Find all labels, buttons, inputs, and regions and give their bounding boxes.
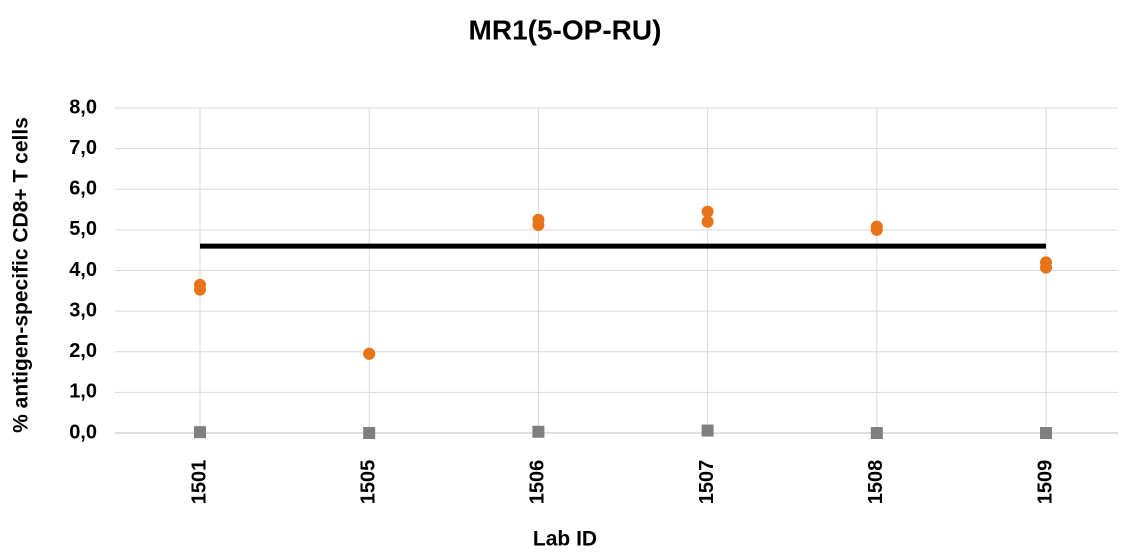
y-tick-label: 6,0 — [69, 178, 97, 200]
y-tick-label: 5,0 — [69, 218, 97, 240]
square-marker — [701, 424, 714, 437]
dot-marker — [701, 205, 714, 218]
y-axis-label: % antigen-specific CD8+ T cells — [10, 117, 33, 433]
square-marker — [532, 425, 545, 438]
y-tick-label: 7,0 — [69, 137, 97, 159]
dot-marker — [1040, 261, 1052, 274]
y-tick-label: 8,0 — [69, 96, 97, 118]
x-tick-label: 1508 — [865, 460, 887, 505]
y-tick-label: 0,0 — [69, 421, 97, 443]
dot-marker — [701, 215, 714, 228]
y-tick-label: 2,0 — [69, 340, 97, 362]
square-marker — [1040, 427, 1052, 439]
x-axis-label: Lab ID — [533, 528, 597, 551]
x-tick-label: 1501 — [188, 460, 210, 505]
x-tick-label: 1506 — [527, 460, 549, 505]
y-tick-label: 1,0 — [69, 381, 97, 403]
dot-marker — [194, 283, 206, 296]
square-marker — [363, 427, 376, 439]
dot-marker — [532, 219, 545, 231]
x-tick-label: 1509 — [1034, 460, 1056, 505]
y-tick-label: 4,0 — [69, 259, 97, 281]
square-marker — [194, 426, 206, 439]
dot-marker — [870, 223, 883, 236]
dot-marker — [363, 347, 376, 360]
square-marker — [870, 427, 883, 439]
x-tick-label: 1507 — [696, 460, 718, 505]
x-tick-label: 1505 — [357, 460, 379, 505]
chart-title: MR1(5-OP-RU) — [469, 14, 662, 45]
y-tick-label: 3,0 — [69, 299, 97, 321]
